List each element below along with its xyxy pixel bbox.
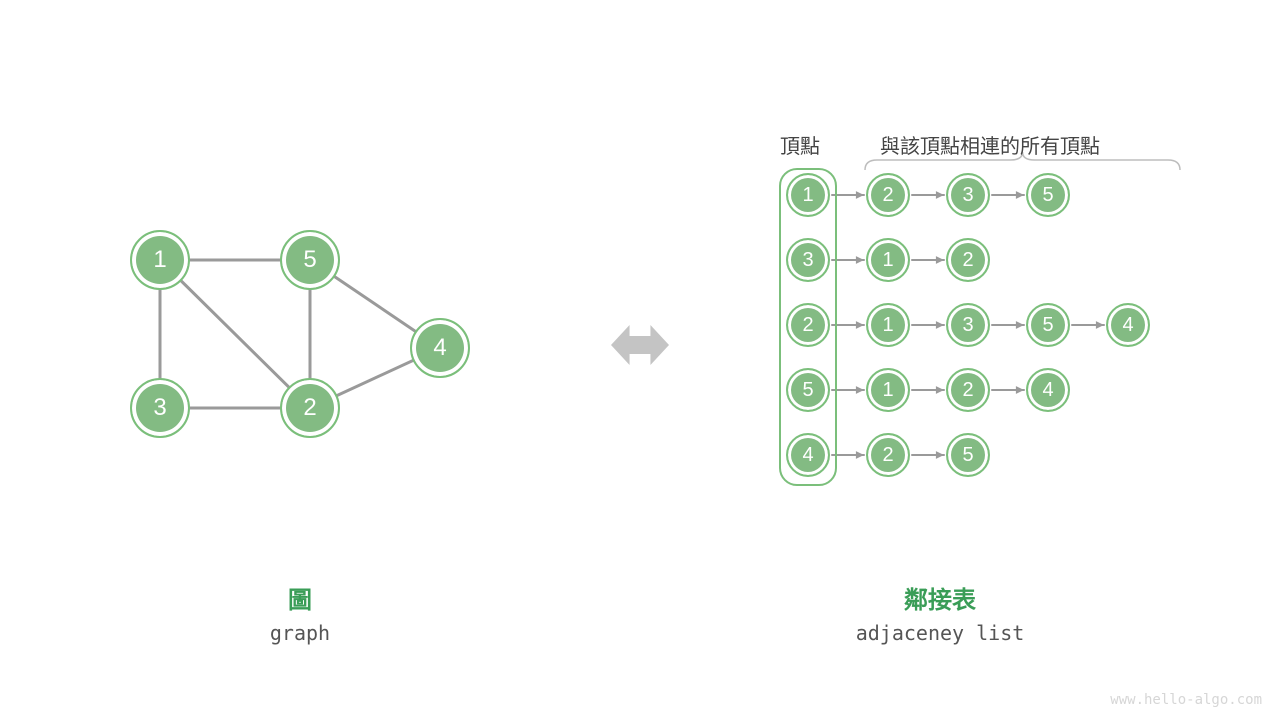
adj-header-vertex: 頂點 [780, 130, 820, 159]
adj-neighbor-node-4-1: 2 [866, 433, 910, 477]
adj-neighbor-node-2-2: 3 [946, 303, 990, 347]
adj-neighbor-node-1-3: 5 [1026, 173, 1070, 217]
graph-caption: 圖 graph [200, 580, 400, 645]
adjacency-caption-en: adjaceney list [790, 621, 1090, 645]
adj-neighbor-node-3-2: 2 [946, 238, 990, 282]
adjacency-caption-cn: 鄰接表 [790, 580, 1090, 615]
adjacency-caption: 鄰接表 adjaceney list [790, 580, 1090, 645]
graph-caption-en: graph [200, 621, 400, 645]
graph-node-3: 3 [130, 378, 190, 438]
adj-neighbor-node-1-1: 2 [866, 173, 910, 217]
adj-vertex-node-2-0: 2 [786, 303, 830, 347]
adj-neighbor-node-2-3: 5 [1026, 303, 1070, 347]
watermark: www.hello-algo.com [1110, 692, 1262, 708]
adj-vertex-node-1-0: 1 [786, 173, 830, 217]
adj-neighbor-node-5-3: 4 [1026, 368, 1070, 412]
adj-vertex-node-3-0: 3 [786, 238, 830, 282]
adj-neighbor-node-1-2: 3 [946, 173, 990, 217]
graph-node-2: 2 [280, 378, 340, 438]
adj-neighbor-node-4-2: 5 [946, 433, 990, 477]
graph-node-4: 4 [410, 318, 470, 378]
graph-caption-cn: 圖 [200, 580, 400, 615]
adj-neighbor-node-2-4: 4 [1106, 303, 1150, 347]
adj-neighbor-node-5-1: 1 [866, 368, 910, 412]
adj-vertex-node-4-0: 4 [786, 433, 830, 477]
graph-node-5: 5 [280, 230, 340, 290]
graph-node-1: 1 [130, 230, 190, 290]
adj-neighbor-node-3-1: 1 [866, 238, 910, 282]
adj-neighbor-node-2-1: 1 [866, 303, 910, 347]
adj-neighbor-node-5-2: 2 [946, 368, 990, 412]
bidirectional-arrow-icon [611, 325, 669, 365]
adj-header-neighbors: 與該頂點相連的所有頂點 [880, 130, 1100, 159]
diagram-stage: 15432圖graph頂點與該頂點相連的所有頂點1235312213545124… [0, 0, 1280, 720]
adj-vertex-node-5-0: 5 [786, 368, 830, 412]
